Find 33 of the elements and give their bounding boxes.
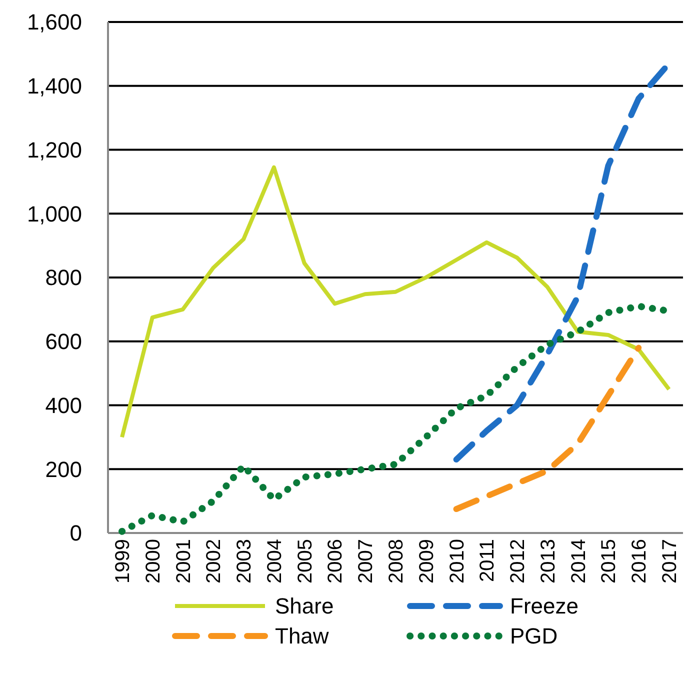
- x-tick-label: 2010: [446, 539, 468, 584]
- x-tick-label: 2007: [355, 539, 378, 584]
- x-tick-label: 2013: [537, 539, 560, 584]
- y-tick-label: 1,000: [26, 201, 82, 226]
- line-series: [120, 165, 671, 440]
- x-tick-label: 2005: [294, 539, 316, 584]
- x-tick-label: 2009: [416, 539, 438, 584]
- x-tick-label: 2014: [568, 539, 590, 584]
- y-tick-label: 1,400: [26, 74, 82, 99]
- legend-label: PGD: [510, 624, 558, 649]
- x-tick-label: 2000: [142, 539, 164, 584]
- x-tick-label: 2012: [507, 539, 530, 584]
- y-tick-label: 1,600: [26, 10, 82, 35]
- x-tick-label: 2008: [386, 539, 408, 584]
- legend-label: Freeze: [510, 594, 578, 619]
- y-tick-label: 400: [45, 392, 82, 418]
- x-tick-label: 2001: [172, 539, 195, 584]
- legend-label: Share: [275, 594, 334, 619]
- y-tick-label: 800: [45, 265, 82, 290]
- y-tick-label: 1,200: [26, 137, 82, 162]
- y-tick-label: 600: [45, 329, 82, 354]
- x-tick-label: 2015: [598, 539, 620, 584]
- x-tick-label: 2016: [628, 539, 651, 584]
- x-tick-label: 1999: [112, 539, 134, 584]
- legend-label: Thaw: [275, 624, 329, 649]
- y-tick-label: 200: [45, 456, 82, 482]
- x-tick-label: 2004: [264, 539, 286, 584]
- x-tick-label: 2017: [659, 539, 681, 584]
- x-tick-label: 2011: [476, 539, 499, 582]
- y-tick-label: 0: [70, 520, 82, 546]
- x-tick-label: 2002: [203, 539, 226, 584]
- x-tick-label: 2006: [324, 539, 347, 584]
- x-tick-label: 2003: [234, 539, 256, 584]
